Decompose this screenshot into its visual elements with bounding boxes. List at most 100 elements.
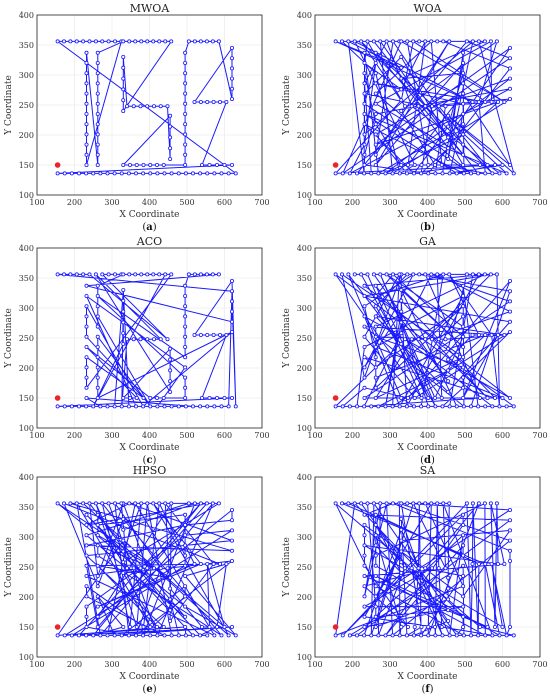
city-point [362, 304, 367, 309]
city-point [145, 337, 150, 342]
city-point [74, 39, 79, 44]
city-point [162, 171, 167, 176]
city-point [373, 574, 378, 579]
city-point [145, 501, 150, 506]
city-point [121, 395, 126, 400]
city-point [168, 608, 173, 613]
city-point [121, 87, 126, 92]
city-point [131, 566, 136, 571]
city-point [183, 304, 188, 309]
city-point [390, 501, 395, 506]
city-point [497, 404, 502, 409]
city-point [157, 272, 162, 277]
city-point [426, 162, 431, 167]
city-point [205, 332, 210, 337]
city-point [373, 625, 378, 630]
city-point [62, 39, 67, 44]
city-point [216, 39, 221, 44]
city-point [411, 272, 416, 277]
chart-title: WOA [413, 2, 442, 15]
city-point [165, 337, 170, 342]
city-point [411, 171, 416, 176]
city-point [500, 162, 505, 167]
city-point [84, 344, 89, 349]
city-point [127, 272, 132, 277]
city-point [151, 337, 156, 342]
city-point [148, 171, 153, 176]
city-point [134, 395, 139, 400]
city-point [447, 633, 452, 638]
city-point [362, 344, 367, 349]
city-point [68, 501, 73, 506]
city-point [461, 81, 466, 86]
city-point [145, 39, 150, 44]
city-point [507, 86, 512, 91]
city-point [373, 122, 378, 127]
city-point [84, 633, 89, 638]
city-point [121, 538, 126, 543]
city-point [84, 404, 89, 409]
city-point [168, 619, 173, 624]
city-point [362, 563, 367, 568]
city-point [454, 404, 459, 409]
city-point [183, 324, 188, 329]
city-point [145, 272, 150, 277]
city-point [183, 395, 188, 400]
city-point [362, 162, 367, 167]
city-point [121, 162, 126, 167]
city-point [432, 162, 437, 167]
city-point [155, 171, 160, 176]
city-point [397, 272, 402, 277]
city-point [490, 404, 495, 409]
city-point [95, 395, 100, 400]
city-point [485, 625, 490, 630]
city-point [461, 171, 466, 176]
city-point [168, 135, 173, 140]
city-point [373, 101, 378, 106]
city-point [461, 71, 466, 76]
city-point [399, 625, 404, 630]
city-point [333, 272, 338, 277]
city-point [362, 604, 367, 609]
city-point [126, 171, 131, 176]
city-point [339, 39, 344, 44]
city-point [141, 395, 146, 400]
city-point [373, 91, 378, 96]
chart-title: MWOA [130, 2, 171, 15]
city-point [423, 39, 428, 44]
city-point [362, 91, 367, 96]
city-point [497, 633, 502, 638]
city-point [95, 81, 100, 86]
city-point [352, 272, 357, 277]
city-point [113, 272, 118, 277]
city-point [443, 104, 448, 109]
city-point [148, 395, 153, 400]
city-point [417, 272, 422, 277]
city-point [133, 272, 138, 277]
city-point [95, 355, 100, 360]
city-point [502, 100, 507, 105]
city-point [429, 104, 434, 109]
city-point [446, 586, 451, 591]
city-point [399, 287, 404, 292]
city-point [488, 501, 493, 506]
city-point [399, 527, 404, 532]
city-point [483, 332, 488, 337]
city-point [91, 404, 96, 409]
city-point [192, 39, 197, 44]
city-point [362, 533, 367, 538]
city-point [133, 171, 138, 176]
city-point [126, 633, 131, 638]
city-point [233, 633, 238, 638]
city-point [183, 355, 188, 360]
y-tick-label: 200 [297, 364, 312, 373]
city-point [186, 501, 191, 506]
panel-caption: (e) [142, 684, 156, 695]
city-point [219, 171, 224, 176]
city-point [62, 633, 67, 638]
city-point [423, 501, 428, 506]
city-point [461, 594, 466, 599]
y-tick-label: 300 [19, 533, 34, 542]
city-point [488, 272, 493, 277]
